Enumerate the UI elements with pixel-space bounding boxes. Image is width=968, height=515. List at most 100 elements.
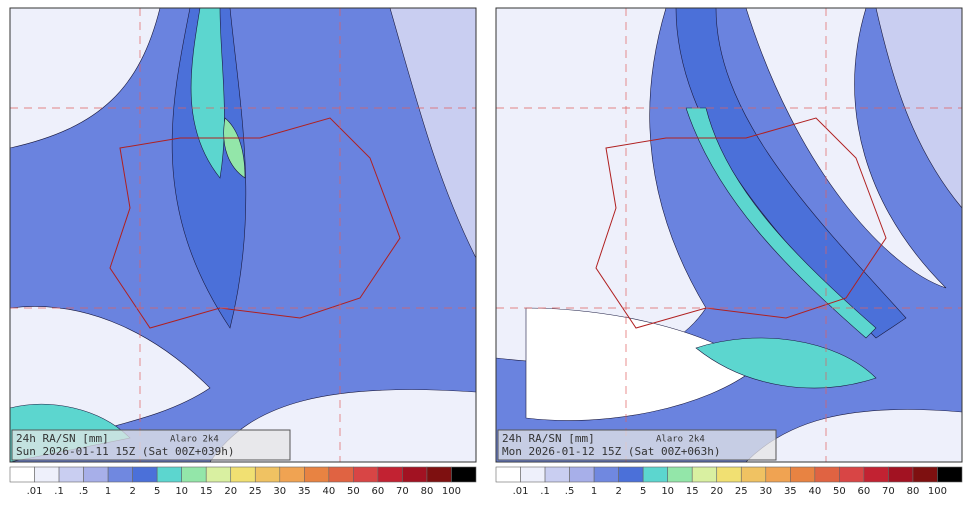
colorbar-label: .5 bbox=[565, 486, 575, 497]
country-border bbox=[595, 117, 887, 329]
colorbar-swatch bbox=[304, 466, 330, 483]
colorbar-swatch bbox=[107, 466, 133, 483]
colorbar-label: 50 bbox=[833, 486, 846, 497]
colorbar-label: 35 bbox=[298, 486, 311, 497]
country-border bbox=[109, 117, 401, 329]
colorbar-swatch bbox=[814, 466, 840, 483]
colorbar-label: 2 bbox=[615, 486, 621, 497]
colorbar-swatch bbox=[495, 466, 521, 483]
colorbar-swatch bbox=[230, 466, 256, 483]
colorbar-label: .01 bbox=[27, 486, 43, 497]
colorbar-label: 35 bbox=[784, 486, 797, 497]
title-box bbox=[11, 429, 291, 461]
title-box bbox=[497, 429, 777, 461]
colorbar-label: 5 bbox=[640, 486, 646, 497]
valid-time: Mon 2026-01-12 15Z (Sat 00Z+063h) bbox=[502, 445, 721, 458]
colorbar-label: 10 bbox=[175, 486, 188, 497]
colorbar-label: 25 bbox=[735, 486, 748, 497]
colorbar-label: 70 bbox=[396, 486, 409, 497]
colorbar-swatch bbox=[520, 466, 546, 483]
colorbar-label: 15 bbox=[686, 486, 699, 497]
colorbar-label: 25 bbox=[249, 486, 262, 497]
colorbar-label: 70 bbox=[882, 486, 895, 497]
colorbar-label: 50 bbox=[347, 486, 360, 497]
colorbar-swatch bbox=[937, 466, 963, 483]
colorbar-swatch bbox=[691, 466, 718, 483]
colorbar-label: 15 bbox=[200, 486, 213, 497]
colorbar-label: 20 bbox=[710, 486, 723, 497]
colorbar-label: 40 bbox=[808, 486, 821, 497]
colorbar-swatch bbox=[888, 466, 914, 483]
colorbar-label: .1 bbox=[54, 486, 64, 497]
colorbar-label: 80 bbox=[421, 486, 434, 497]
model-label: Alaro 2k4 bbox=[656, 435, 705, 445]
precip-area bbox=[190, 8, 225, 179]
colorbar-label: 60 bbox=[372, 486, 385, 497]
product-label: 24h RA/SN [mm] bbox=[16, 432, 109, 445]
colorbar-label: .1 bbox=[540, 486, 550, 497]
colorbar-swatch bbox=[353, 466, 379, 483]
colorbar-swatch bbox=[740, 466, 767, 483]
precip-area bbox=[223, 117, 246, 179]
colorbar-swatch bbox=[618, 466, 644, 483]
colorbar-swatch bbox=[9, 466, 35, 483]
colorbar-swatch bbox=[426, 466, 452, 483]
colorbar-label: 2 bbox=[129, 486, 135, 497]
precip-area bbox=[695, 337, 877, 389]
colorbar-swatch bbox=[569, 466, 595, 483]
colorbar-swatch bbox=[83, 466, 109, 483]
colorbar-swatch bbox=[642, 466, 668, 483]
precip-area bbox=[389, 8, 476, 259]
colorbar-label: 30 bbox=[273, 486, 286, 497]
graticule bbox=[496, 8, 962, 462]
colorbar-swatch bbox=[863, 466, 889, 483]
map-frame bbox=[495, 7, 963, 463]
graticule bbox=[10, 8, 476, 462]
valid-time: Sun 2026-01-11 15Z (Sat 00Z+039h) bbox=[16, 445, 235, 458]
colorbar-swatch bbox=[451, 466, 477, 483]
precip-area bbox=[171, 8, 247, 329]
colorbar-label: 100 bbox=[442, 486, 461, 497]
colorbar-label: .5 bbox=[79, 486, 89, 497]
colorbar-swatch bbox=[181, 466, 207, 483]
colorbar-label: .01 bbox=[513, 486, 529, 497]
colorbar-label: 20 bbox=[224, 486, 237, 497]
colorbar-swatch bbox=[328, 466, 354, 483]
colorbar-label: 1 bbox=[591, 486, 597, 497]
colorbar-swatch bbox=[34, 466, 60, 483]
colorbar-swatch bbox=[205, 466, 232, 483]
colorbar-label: 100 bbox=[928, 486, 947, 497]
colorbar-swatch bbox=[58, 466, 84, 483]
colorbar-label: 60 bbox=[858, 486, 871, 497]
colorbar-label: 80 bbox=[907, 486, 920, 497]
colorbar-swatch bbox=[667, 466, 693, 483]
colorbar-swatch bbox=[402, 466, 428, 483]
colorbar-swatch bbox=[790, 466, 816, 483]
map-frame bbox=[9, 7, 477, 463]
colorbar-label: 10 bbox=[661, 486, 674, 497]
precip-area bbox=[685, 107, 877, 339]
product-label: 24h RA/SN [mm] bbox=[502, 432, 595, 445]
colorbar-swatch bbox=[716, 466, 742, 483]
colorbar-swatch bbox=[254, 466, 281, 483]
colorbar-label: 40 bbox=[322, 486, 335, 497]
map-area bbox=[10, 8, 476, 462]
colorbar-swatch bbox=[765, 466, 791, 483]
colorbar-swatch bbox=[544, 466, 570, 483]
colorbar-swatch bbox=[279, 466, 305, 483]
colorbar-swatch bbox=[156, 466, 182, 483]
map-area bbox=[496, 8, 962, 462]
colorbar-label: 30 bbox=[759, 486, 772, 497]
colorbar-swatch bbox=[377, 466, 403, 483]
precip-area bbox=[10, 8, 161, 149]
colorbar-label: 1 bbox=[105, 486, 111, 497]
colorbar-swatch bbox=[839, 466, 865, 483]
colorbar-swatch bbox=[912, 466, 938, 483]
colorbar-swatch bbox=[132, 466, 158, 483]
colorbar-swatch bbox=[593, 466, 619, 483]
model-label: Alaro 2k4 bbox=[170, 435, 219, 445]
